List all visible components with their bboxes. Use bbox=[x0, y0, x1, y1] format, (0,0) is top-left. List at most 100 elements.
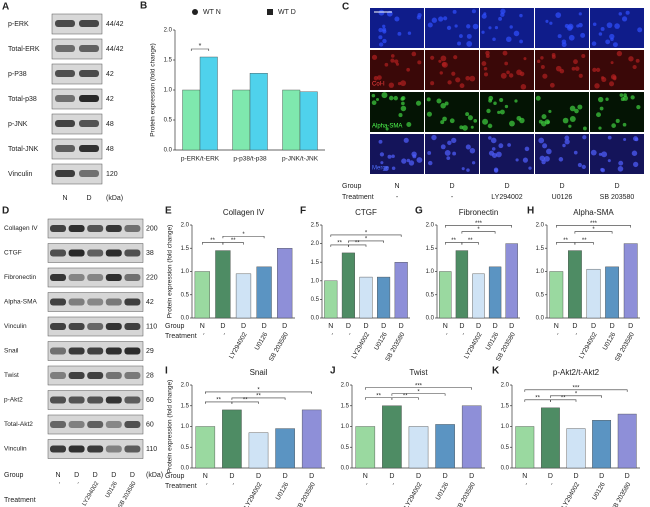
cell bbox=[438, 59, 442, 63]
cell bbox=[465, 112, 470, 117]
bar bbox=[435, 424, 455, 469]
cell bbox=[408, 160, 415, 166]
band bbox=[68, 347, 85, 355]
sig-label: ** bbox=[561, 395, 566, 401]
cell bbox=[378, 9, 385, 16]
cell bbox=[397, 31, 402, 36]
blot-kda: 60 bbox=[146, 397, 154, 404]
cell bbox=[618, 160, 624, 166]
blot-label: Total-ERK bbox=[8, 46, 40, 53]
cell bbox=[557, 34, 562, 39]
bar bbox=[235, 273, 252, 319]
bar bbox=[605, 266, 619, 319]
cell bbox=[411, 151, 417, 157]
band bbox=[105, 323, 122, 330]
sig-label: ** bbox=[355, 240, 360, 246]
bar bbox=[195, 426, 216, 469]
y-tick-label: 2.0 bbox=[311, 241, 320, 247]
cell bbox=[567, 23, 574, 30]
cell bbox=[502, 50, 508, 56]
blot-label: Vinculin bbox=[4, 446, 27, 453]
blot-kda: 200 bbox=[146, 225, 158, 232]
cell bbox=[540, 65, 545, 69]
cell bbox=[637, 27, 643, 33]
treatment-label: U0126 bbox=[373, 331, 389, 351]
blot-kda: 48 bbox=[106, 121, 114, 128]
group-label: D bbox=[256, 473, 261, 480]
cell bbox=[487, 123, 493, 129]
sig-bracket bbox=[348, 240, 384, 243]
cell bbox=[561, 42, 567, 48]
cell bbox=[454, 24, 458, 28]
cell bbox=[485, 50, 490, 56]
cell bbox=[403, 137, 409, 143]
cell bbox=[447, 140, 452, 146]
group-label: N bbox=[200, 323, 205, 330]
treatment-label: SB 203580 bbox=[610, 481, 632, 507]
cell bbox=[439, 71, 443, 75]
bar bbox=[455, 250, 469, 319]
cell bbox=[455, 77, 461, 83]
cell bbox=[542, 143, 548, 149]
band bbox=[50, 323, 66, 330]
cell bbox=[469, 147, 476, 154]
cell bbox=[620, 97, 625, 102]
blot-kda: 110 bbox=[146, 446, 157, 453]
group-label: D bbox=[399, 323, 404, 330]
sig-bracket bbox=[550, 395, 602, 398]
cell bbox=[391, 166, 396, 171]
band bbox=[68, 249, 85, 257]
bar bbox=[566, 428, 586, 469]
y-tick-label: 1.0 bbox=[181, 269, 190, 275]
cell bbox=[635, 58, 640, 63]
y-tick-label: 1.5 bbox=[501, 403, 510, 409]
bar bbox=[592, 420, 612, 469]
band bbox=[124, 372, 141, 379]
legend-marker bbox=[267, 9, 273, 15]
y-tick-label: 0.5 bbox=[164, 118, 173, 124]
group-label: D bbox=[628, 323, 633, 330]
cell bbox=[446, 25, 452, 31]
cell bbox=[576, 24, 580, 28]
band bbox=[105, 225, 122, 232]
sig-bracket bbox=[574, 231, 613, 234]
cell bbox=[378, 139, 383, 144]
cell bbox=[384, 62, 389, 67]
band bbox=[105, 372, 122, 379]
blot-label: Total-p38 bbox=[8, 96, 37, 103]
cell bbox=[415, 100, 422, 106]
cell bbox=[507, 143, 511, 147]
cell bbox=[451, 137, 457, 144]
band bbox=[87, 396, 104, 404]
chart-title: p-Akt2/t-Akt2 bbox=[553, 368, 600, 377]
cell bbox=[545, 19, 549, 23]
cell bbox=[508, 73, 514, 78]
unit: (kDa) bbox=[106, 195, 123, 202]
sig-label: * bbox=[365, 236, 368, 242]
sig-label: *** bbox=[590, 221, 598, 227]
y-tick-label: 1.0 bbox=[181, 424, 190, 430]
group-label: D bbox=[610, 323, 615, 330]
y-tick-label: 0.0 bbox=[426, 316, 435, 322]
treatment-label: SB 203580 bbox=[117, 480, 137, 507]
cell bbox=[407, 31, 412, 35]
sig-bracket bbox=[330, 234, 402, 237]
cell bbox=[486, 108, 491, 114]
bar bbox=[394, 262, 408, 319]
cell bbox=[471, 161, 476, 165]
band bbox=[105, 396, 122, 404]
band bbox=[105, 347, 122, 355]
y-tick-label: 1.0 bbox=[536, 269, 545, 275]
sig-label: * bbox=[592, 227, 595, 233]
group-label: D bbox=[381, 323, 386, 330]
cell bbox=[580, 32, 586, 38]
cell bbox=[577, 104, 583, 110]
micrograph bbox=[370, 50, 424, 90]
band bbox=[87, 445, 104, 453]
band bbox=[105, 249, 122, 257]
treatment-label: - bbox=[451, 194, 454, 201]
legend-label: WT N bbox=[203, 9, 221, 16]
sig-label: *** bbox=[572, 385, 580, 391]
y-axis-label: Protein expression (fold change) bbox=[150, 43, 157, 137]
band bbox=[87, 372, 104, 379]
